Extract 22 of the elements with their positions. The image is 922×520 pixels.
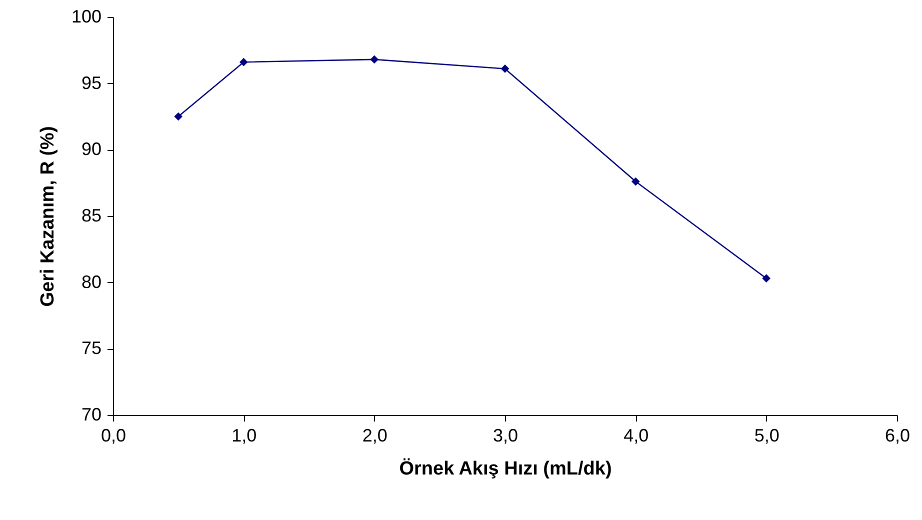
y-axis-title: Geri Kazanım, R (%) xyxy=(37,126,58,307)
point xyxy=(174,112,183,121)
y-tick-label: 85 xyxy=(81,206,102,226)
point xyxy=(762,274,771,283)
x-tick-label: 1,0 xyxy=(232,426,257,446)
x-tick-label: 0,0 xyxy=(100,426,126,446)
y-tick-label: 80 xyxy=(81,272,102,292)
point xyxy=(370,55,379,64)
y-tick-label: 75 xyxy=(81,338,102,358)
x-axis-title: Örnek Akış Hızı (mL/dk) xyxy=(399,458,612,480)
y-tick-label: 70 xyxy=(81,404,102,424)
x-tick-label: 3,0 xyxy=(492,426,518,446)
x-tick-label: 4,0 xyxy=(624,426,649,446)
point xyxy=(239,58,248,66)
y-tick-label: 100 xyxy=(71,6,102,26)
x-tick-label: 6,0 xyxy=(884,426,910,446)
x-tick-label: 5,0 xyxy=(754,426,780,446)
x-tick-label: 2,0 xyxy=(362,426,388,446)
point xyxy=(500,64,510,73)
y-tick-label: 95 xyxy=(81,72,102,93)
y-tick-label: 90 xyxy=(81,139,102,160)
point xyxy=(631,177,640,186)
